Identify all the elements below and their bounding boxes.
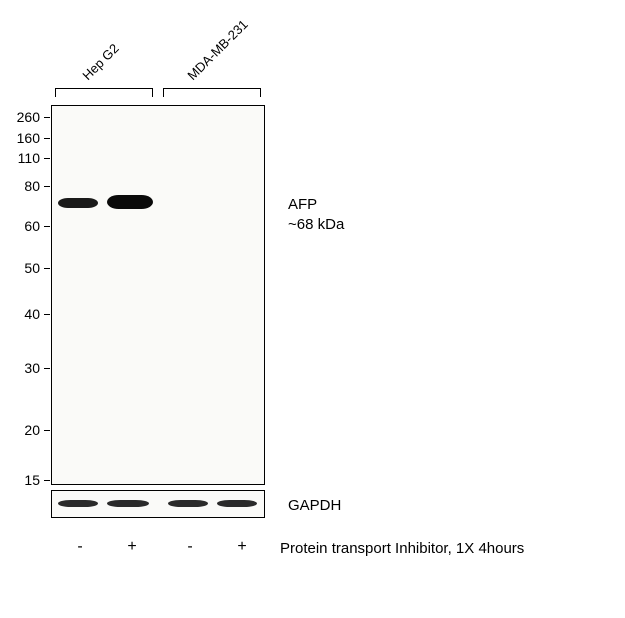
mw-label: 30	[24, 360, 40, 376]
mw-label: 20	[24, 422, 40, 438]
gapdh-band-lane1	[58, 500, 98, 507]
afp-name-text: AFP	[288, 196, 317, 213]
sample-text: MDA-MB-231	[184, 17, 250, 83]
afp-mw-text: ~68 kDa	[288, 216, 344, 233]
afp-band-lane2	[107, 195, 153, 209]
treatment-sym-text: -	[187, 538, 192, 555]
treatment-symbol: +	[122, 538, 142, 556]
mw-tick	[44, 480, 50, 481]
blot-main-panel	[51, 105, 265, 485]
afp-label: AFP	[288, 196, 317, 213]
gapdh-label: GAPDH	[288, 497, 341, 514]
sample-label-hepg2: Hep G2	[79, 41, 121, 83]
mw-marker: 60	[8, 218, 40, 234]
gapdh-band-lane4	[217, 500, 257, 507]
sample-label-mdamb231: MDA-MB-231	[184, 17, 250, 83]
mw-tick	[44, 158, 50, 159]
mw-label: 160	[17, 130, 40, 146]
mw-marker: 80	[8, 178, 40, 194]
mw-label: 40	[24, 306, 40, 322]
mw-tick	[44, 226, 50, 227]
sample-text: Hep G2	[79, 41, 121, 83]
mw-label: 50	[24, 260, 40, 276]
gapdh-band-lane2	[107, 500, 149, 507]
mw-marker: 20	[8, 422, 40, 438]
treatment-symbol: -	[180, 538, 200, 556]
mw-label: 110	[18, 150, 40, 166]
treatment-label: Protein transport Inhibitor, 1X 4hours	[280, 540, 524, 557]
mw-marker: 30	[8, 360, 40, 376]
mw-label: 80	[24, 178, 40, 194]
mw-label: 260	[17, 109, 40, 125]
gapdh-text: GAPDH	[288, 497, 341, 514]
mw-marker: 260	[8, 109, 40, 125]
afp-band-lane1	[58, 198, 98, 208]
mw-marker: 50	[8, 260, 40, 276]
mw-tick	[44, 117, 50, 118]
mw-marker: 160	[8, 130, 40, 146]
mw-label: 15	[24, 472, 40, 488]
bracket-sample2	[163, 88, 261, 89]
treatment-sym-text: -	[77, 538, 82, 555]
treatment-symbol: -	[70, 538, 90, 556]
afp-mw-label: ~68 kDa	[288, 216, 344, 233]
mw-marker: 15	[8, 472, 40, 488]
mw-label: 60	[24, 218, 40, 234]
mw-tick	[44, 368, 50, 369]
bracket-sample1	[55, 88, 153, 89]
mw-marker: 40	[8, 306, 40, 322]
treatment-sym-text: +	[127, 538, 136, 555]
mw-tick	[44, 268, 50, 269]
mw-tick	[44, 430, 50, 431]
mw-tick	[44, 186, 50, 187]
mw-tick	[44, 314, 50, 315]
treatment-label-text: Protein transport Inhibitor, 1X 4hours	[280, 540, 524, 557]
treatment-symbol: +	[232, 538, 252, 556]
treatment-sym-text: +	[237, 538, 246, 555]
mw-tick	[44, 138, 50, 139]
mw-marker: 110	[8, 150, 40, 166]
western-blot-figure: Hep G2 MDA-MB-231 260 160 110 80 60 50 4…	[0, 0, 625, 618]
gapdh-band-lane3	[168, 500, 208, 507]
